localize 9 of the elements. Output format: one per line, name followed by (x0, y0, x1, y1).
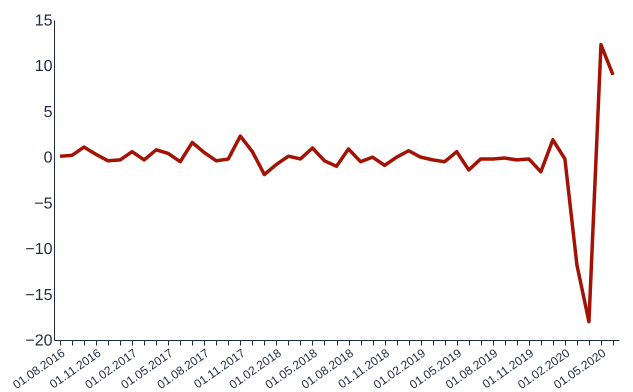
y-tick-label: 10 (34, 58, 53, 76)
line-series (58, 42, 615, 324)
y-tick-label: 0 (44, 150, 53, 167)
y-tick-label: 5 (44, 104, 53, 121)
y-tick-label: −10 (25, 241, 53, 258)
y-tick-label: 15 (34, 12, 53, 30)
y-tick-label: −20 (25, 332, 53, 350)
y-tick-label: −15 (25, 286, 53, 304)
y-tick-label: −5 (34, 195, 53, 212)
